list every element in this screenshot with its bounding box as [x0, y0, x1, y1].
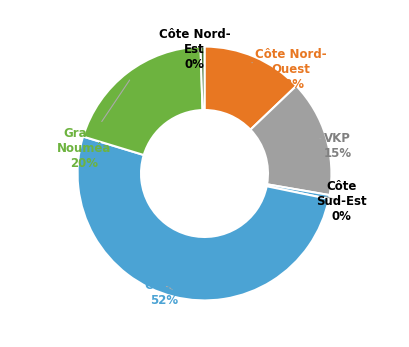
Text: Côte Nord-
Est
0%: Côte Nord- Est 0%	[159, 28, 230, 70]
Text: Côte Nord-
Ouest
13%: Côte Nord- Ouest 13%	[252, 48, 327, 91]
Wedge shape	[250, 86, 331, 195]
Wedge shape	[200, 46, 204, 110]
Wedge shape	[83, 46, 202, 155]
Text: Grand
Nouméa
20%: Grand Nouméa 20%	[57, 80, 130, 170]
Text: Côte
Sud-Est
0%: Côte Sud-Est 0%	[316, 180, 367, 223]
Text: Côte Sud-
Ouest
52%: Côte Sud- Ouest 52%	[132, 264, 196, 307]
Wedge shape	[267, 184, 330, 199]
Wedge shape	[204, 46, 297, 130]
Wedge shape	[78, 136, 329, 301]
Text: VKP
15%: VKP 15%	[320, 132, 352, 160]
